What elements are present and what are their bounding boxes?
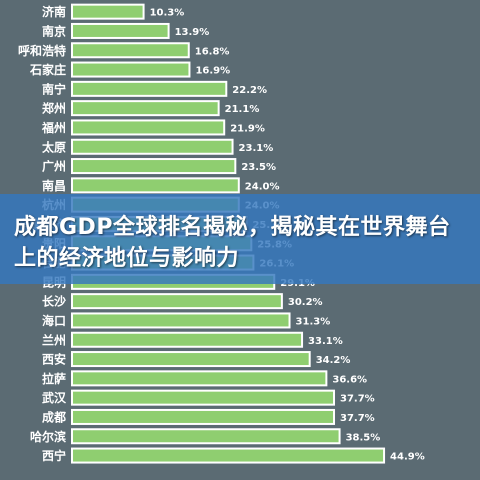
category-label: 太原: [42, 139, 66, 154]
bar: [71, 331, 304, 348]
bar: [71, 100, 220, 117]
value-label: 31.3%: [296, 316, 331, 327]
category-label: 石家庄: [29, 62, 66, 77]
value-label: 23.1%: [239, 143, 274, 154]
value-label: 44.9%: [390, 452, 425, 463]
value-label: 38.5%: [346, 432, 381, 443]
bar: [71, 22, 170, 39]
bar: [71, 42, 190, 59]
value-label: 24.0%: [245, 181, 280, 192]
category-label: 福州: [41, 120, 66, 135]
bar: [71, 351, 311, 368]
category-label: 济南: [42, 4, 66, 19]
value-label: 30.2%: [288, 297, 323, 308]
bar: [71, 389, 336, 406]
bar: [71, 370, 328, 387]
value-label: 16.8%: [195, 46, 230, 57]
category-label: 南京: [42, 23, 66, 38]
category-label: 郑州: [42, 101, 66, 116]
category-label: 西安: [42, 352, 66, 367]
bar: [71, 80, 228, 97]
bar: [71, 61, 191, 78]
value-label: 21.9%: [230, 123, 265, 134]
bar: [71, 119, 226, 136]
value-label: 10.3%: [150, 8, 185, 19]
bar: [71, 408, 336, 425]
category-label: 拉萨: [42, 371, 66, 386]
value-label: 36.6%: [332, 374, 367, 385]
bar: [71, 312, 291, 329]
category-label: 兰州: [42, 332, 66, 347]
value-label: 34.2%: [316, 355, 351, 366]
bar: [71, 158, 237, 175]
headline-banner: 成都GDP全球排名揭秘，揭秘其在世界舞台上的经济地位与影响力: [0, 194, 480, 284]
headline-title: 成都GDP全球排名揭秘，揭秘其在世界舞台上的经济地位与影响力: [14, 215, 451, 271]
category-label: 南昌: [42, 178, 66, 193]
category-label: 西宁: [42, 448, 66, 463]
value-label: 37.7%: [340, 413, 375, 424]
value-label: 13.9%: [175, 27, 210, 38]
value-label: 33.1%: [308, 336, 343, 347]
category-label: 呼和浩特: [18, 43, 66, 58]
bar: [71, 177, 240, 194]
value-label: 21.1%: [225, 104, 260, 115]
value-label: 22.2%: [232, 85, 267, 96]
category-label: 成都: [42, 409, 66, 424]
value-label: 23.5%: [241, 162, 276, 173]
bar: [71, 3, 145, 20]
bar: [71, 293, 283, 310]
value-label: 37.7%: [340, 394, 375, 405]
category-label: 长沙: [42, 294, 66, 309]
bar: [71, 428, 341, 445]
category-label: 南宁: [42, 81, 66, 96]
category-label: 哈尔滨: [30, 429, 66, 444]
value-label: 16.9%: [195, 66, 230, 77]
category-label: 武汉: [42, 390, 67, 405]
bar: [71, 447, 386, 464]
category-label: 广州: [42, 159, 66, 174]
category-label: 海口: [42, 313, 66, 328]
bar: [71, 138, 234, 155]
